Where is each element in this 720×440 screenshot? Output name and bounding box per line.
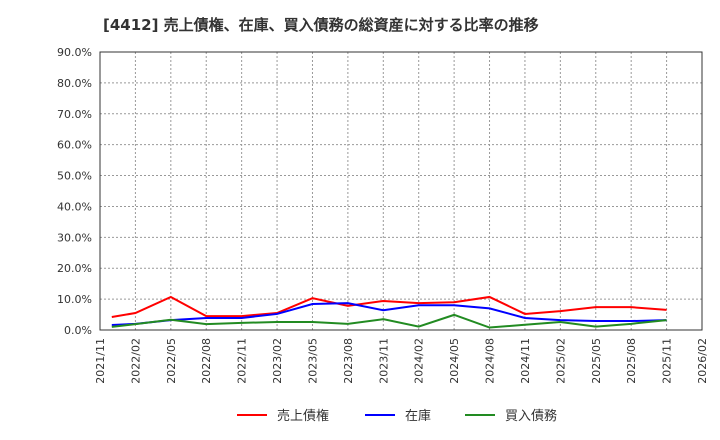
y-tick-label: 60.0% bbox=[57, 139, 92, 152]
x-tick-label: 2026/02 bbox=[696, 338, 709, 384]
y-tick-label: 50.0% bbox=[57, 170, 92, 183]
x-tick-label: 2024/05 bbox=[448, 338, 461, 384]
chart-title: [4412] 売上債権、在庫、買入債務の総資産に対する比率の推移 bbox=[103, 16, 539, 34]
x-tick-label: 2022/02 bbox=[129, 338, 142, 384]
x-tick-label: 2025/05 bbox=[590, 338, 603, 384]
x-tick-label: 2021/11 bbox=[94, 338, 107, 384]
x-tick-label: 2023/08 bbox=[342, 338, 355, 384]
x-tick-label: 2023/11 bbox=[377, 338, 390, 384]
y-tick-label: 10.0% bbox=[57, 293, 92, 306]
x-tick-label: 2022/05 bbox=[165, 338, 178, 384]
y-tick-label: 80.0% bbox=[57, 77, 92, 90]
y-tick-label: 90.0% bbox=[57, 46, 92, 59]
x-tick-label: 2024/08 bbox=[484, 338, 497, 384]
x-tick-label: 2022/08 bbox=[200, 338, 213, 384]
x-tick-label: 2025/08 bbox=[625, 338, 638, 384]
x-tick-label: 2025/11 bbox=[661, 338, 674, 384]
legend-label: 買入債務 bbox=[505, 409, 557, 424]
x-tick-label: 2023/02 bbox=[271, 338, 284, 384]
x-tick-label: 2025/02 bbox=[554, 338, 567, 384]
legend-label: 在庫 bbox=[405, 409, 431, 424]
x-tick-label: 2022/11 bbox=[236, 338, 249, 384]
plot-frame bbox=[99, 51, 703, 331]
y-tick-label: 0.0% bbox=[64, 324, 92, 337]
x-tick-label: 2023/05 bbox=[306, 338, 319, 384]
legend-label: 売上債権 bbox=[277, 408, 329, 424]
y-tick-label: 30.0% bbox=[57, 231, 92, 244]
y-tick-label: 20.0% bbox=[57, 262, 92, 275]
y-tick-label: 40.0% bbox=[57, 200, 92, 213]
x-tick-label: 2024/02 bbox=[413, 338, 426, 384]
series-line-0 bbox=[111, 295, 667, 319]
x-tick-label: 2024/11 bbox=[519, 338, 532, 384]
y-tick-label: 70.0% bbox=[57, 108, 92, 121]
